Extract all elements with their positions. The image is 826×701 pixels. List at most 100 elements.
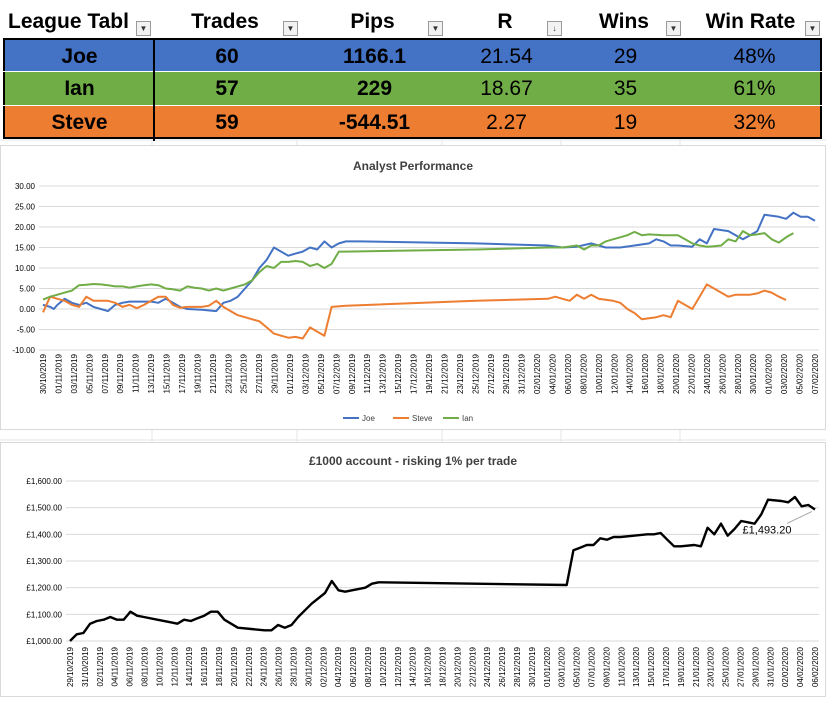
series-line-steve[interactable] — [42, 283, 787, 340]
x-tick-label: 14/01/2020 — [626, 353, 635, 394]
x-tick-label: 28/11/2019 — [290, 646, 299, 686]
y-tick-label: £1,000.00 — [26, 637, 62, 646]
y-tick-label: 10.00 — [15, 264, 36, 273]
data-label: £1,493.20 — [743, 524, 792, 536]
x-tick-label: 17/12/2019 — [410, 353, 419, 394]
series-line-balance[interactable] — [69, 495, 816, 642]
x-tick-label: 22/11/2019 — [245, 646, 254, 686]
x-tick-label: 23/01/2020 — [707, 646, 716, 687]
series-line-joe[interactable] — [42, 211, 816, 313]
header-league-table: League Tabl — [8, 10, 129, 33]
x-tick-label: 03/02/2020 — [780, 353, 789, 394]
x-tick-label: 09/11/2019 — [116, 353, 125, 393]
x-tick-label: 26/11/2019 — [275, 646, 284, 686]
x-tick-label: 03/12/2019 — [301, 353, 310, 394]
x-tick-label: 27/12/2019 — [487, 353, 496, 394]
x-tick-label: 02/02/2020 — [781, 646, 790, 687]
x-tick-label: 03/11/2019 — [70, 353, 79, 393]
x-tick-label: 10/11/2019 — [155, 646, 164, 686]
x-tick-label: 30/01/2020 — [749, 353, 758, 394]
x-tick-label: 14/11/2019 — [185, 646, 194, 686]
x-tick-label: 06/12/2019 — [349, 646, 358, 687]
y-tick-label: 20.00 — [15, 223, 36, 232]
cell-wins: 35 — [613, 77, 638, 100]
legend-entry: Ian — [462, 414, 473, 423]
x-tick-label: 28/12/2019 — [513, 646, 522, 687]
x-tick-label: 16/01/2020 — [641, 353, 650, 394]
table-row: Steve 59 -544.51 2.27 19 32% — [3, 104, 822, 141]
table-row: Joe 60 1166.1 21.54 29 48% — [3, 38, 822, 75]
cell-wins: 19 — [613, 111, 638, 134]
cell-win-rate: 61% — [733, 77, 776, 100]
account-balance-chart[interactable]: £1000 account - risking 1% per trade £1,6… — [0, 442, 826, 697]
x-tick-label: 21/12/2019 — [440, 353, 449, 394]
x-tick-label: 07/02/2020 — [811, 353, 820, 394]
x-tick-label: 04/12/2019 — [334, 646, 343, 687]
cell-trades: 57 — [215, 77, 239, 100]
x-tick-label: 26/01/2020 — [718, 353, 727, 394]
x-tick-label: 08/12/2019 — [364, 646, 373, 687]
cell-name: Joe — [61, 45, 98, 68]
y-tick-label: 30.00 — [15, 182, 36, 191]
filter-dropdown-icon[interactable]: ▼ — [805, 21, 820, 36]
column-divider — [153, 104, 155, 141]
x-tick-label: 20/01/2020 — [672, 353, 681, 394]
sort-descending-icon[interactable]: ↓ — [547, 21, 562, 36]
x-tick-label: 12/12/2019 — [394, 646, 403, 687]
x-tick-label: 11/01/2020 — [617, 646, 626, 686]
x-tick-label: 06/02/2020 — [811, 646, 820, 687]
x-tick-label: 02/12/2019 — [319, 646, 328, 687]
filter-dropdown-icon[interactable]: ▼ — [666, 21, 681, 36]
x-tick-label: 10/01/2020 — [595, 353, 604, 394]
x-tick-label: 27/11/2019 — [255, 353, 264, 393]
header-pips: Pips — [350, 10, 395, 33]
series-line-ian[interactable] — [42, 230, 794, 301]
x-tick-label: 21/01/2020 — [692, 646, 701, 687]
x-tick-label: 18/11/2019 — [215, 646, 224, 686]
y-tick-label: £1,500.00 — [26, 504, 62, 513]
x-tick-label: 16/12/2019 — [424, 646, 433, 687]
y-tick-label: £1,200.00 — [26, 584, 62, 593]
analyst-performance-svg: Analyst Performance 30.00 25.00 20.00 15.00 1… — [12, 159, 820, 423]
y-tick-label: -10.00 — [12, 346, 35, 355]
chart-title: Analyst Performance — [353, 159, 473, 173]
x-tick-label: 02/11/2019 — [96, 646, 105, 686]
filter-dropdown-icon[interactable]: ▼ — [428, 21, 443, 36]
x-tick-label: 10/12/2019 — [379, 646, 388, 687]
x-tick-label: 29/01/2020 — [751, 646, 760, 687]
cell-wins: 29 — [613, 45, 638, 68]
filter-dropdown-icon[interactable]: ▼ — [136, 21, 151, 36]
cell-win-rate: 32% — [733, 111, 776, 134]
x-tick-label: 20/12/2019 — [453, 646, 462, 687]
x-tick-label: 30/10/2019 — [39, 353, 48, 394]
x-tick-label: 20/11/2019 — [230, 646, 239, 686]
y-tick-label: 5.00 — [19, 285, 35, 294]
x-tick-label: 19/01/2020 — [677, 646, 686, 687]
x-tick-label: 14/12/2019 — [409, 646, 418, 687]
x-tick-label: 30/11/2019 — [304, 646, 313, 686]
x-tick-label: 06/01/2020 — [564, 353, 573, 394]
x-tick-label: 24/01/2020 — [703, 353, 712, 394]
analyst-performance-chart[interactable]: Analyst Performance 30.00 25.00 20.00 15.00 1… — [0, 145, 826, 430]
x-tick-label: 25/01/2020 — [722, 646, 731, 687]
y-tick-label: £1,100.00 — [26, 610, 62, 619]
x-tick-label: 21/11/2019 — [209, 353, 218, 393]
x-tick-label: 03/01/2020 — [558, 646, 567, 687]
x-tick-label: 28/01/2020 — [734, 353, 743, 394]
x-tick-label: 29/11/2019 — [271, 353, 280, 393]
x-tick-label: 19/12/2019 — [425, 353, 434, 394]
x-tick-label: 17/11/2019 — [178, 353, 187, 393]
x-tick-label: 04/11/2019 — [111, 646, 120, 686]
legend-entry: Joe — [362, 414, 375, 423]
x-tick-label: 23/11/2019 — [224, 353, 233, 393]
x-tick-label: 22/12/2019 — [468, 646, 477, 687]
x-tick-label: 31/12/2019 — [518, 353, 527, 394]
header-win-rate: Win Rate — [705, 10, 796, 33]
x-tick-label: 01/01/2020 — [543, 646, 552, 687]
filter-dropdown-icon[interactable]: ▼ — [283, 21, 298, 36]
y-tick-label: £1,600.00 — [26, 477, 62, 486]
x-tick-label: 29/12/2019 — [502, 353, 511, 394]
column-divider — [153, 38, 155, 75]
x-tick-label: 09/12/2019 — [348, 353, 357, 394]
x-tick-label: 05/01/2020 — [573, 646, 582, 687]
